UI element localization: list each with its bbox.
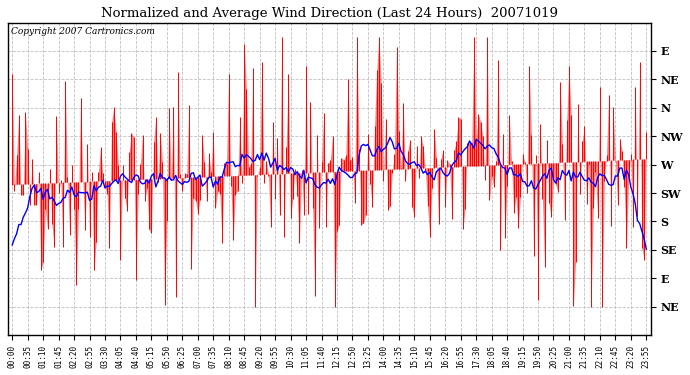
Title: Normalized and Average Wind Direction (Last 24 Hours)  20071019: Normalized and Average Wind Direction (L… bbox=[101, 7, 558, 20]
Text: Copyright 2007 Cartronics.com: Copyright 2007 Cartronics.com bbox=[11, 27, 155, 36]
